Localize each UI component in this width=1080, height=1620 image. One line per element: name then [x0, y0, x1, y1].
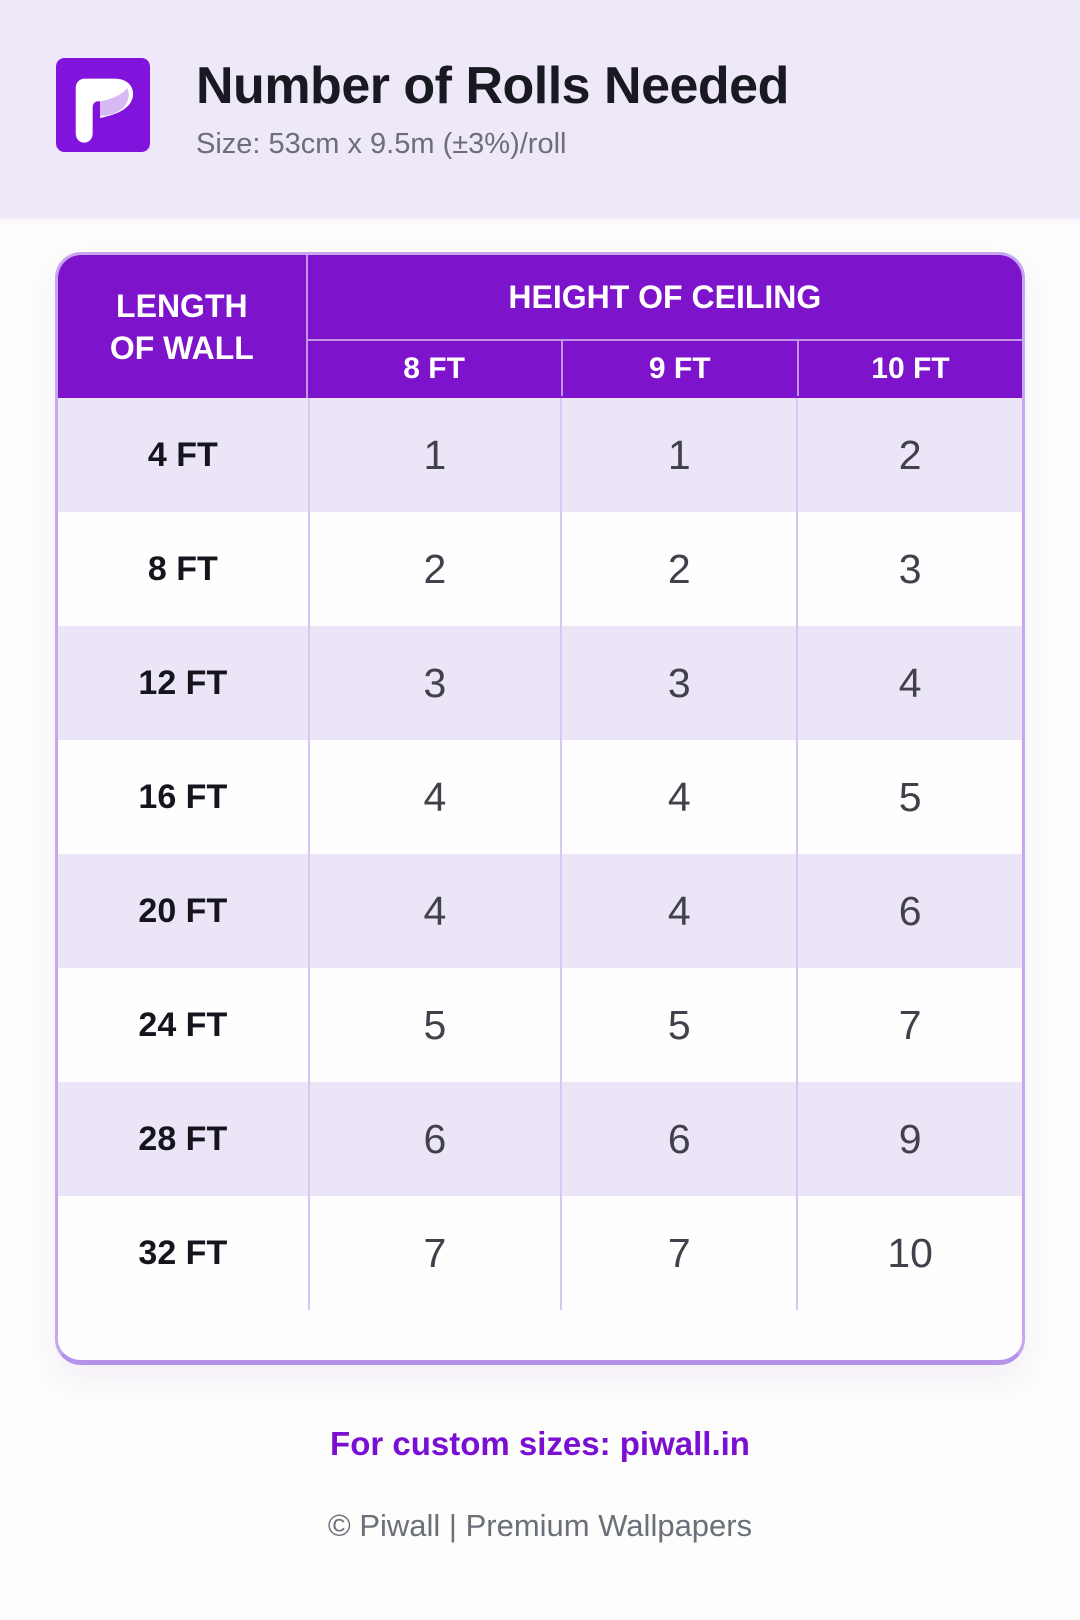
roll-count-cell: 6: [307, 1082, 561, 1196]
wall-length-label: 4 FT: [147, 435, 218, 474]
roll-count-cell: 3: [796, 512, 1022, 626]
height-of-ceiling-header: HEIGHT OF CEILING: [307, 255, 1022, 341]
roll-count-cell: 5: [307, 968, 561, 1082]
table-header: LENGTH OF WALL HEIGHT OF CEILING 8 FT 9 …: [58, 255, 1022, 398]
piwall-logo-icon: [56, 58, 150, 152]
roll-count-cell: 5: [796, 740, 1022, 854]
roll-size-subtitle: Size: 53cm x 9.5m (±3%)/roll: [196, 128, 567, 160]
wall-length-label: 28 FT: [138, 1119, 228, 1158]
col-header-8ft: 8 FT: [403, 351, 465, 385]
table-body: 4 FT 1 1 2 8 FT 2 2 3 12 FT 3 3 4 16 FT 4 4 5 20 FT 4 4 6 24…: [58, 398, 1022, 1310]
roll-count-cell: 10: [796, 1196, 1022, 1310]
header-band: [0, 0, 1080, 224]
roll-count-cell: 3: [560, 626, 796, 740]
wall-length-label: 12 FT: [138, 663, 228, 702]
wall-length-label: 8 FT: [147, 549, 218, 588]
roll-count-cell: 3: [307, 626, 561, 740]
ceiling-height-column-group: HEIGHT OF CEILING 8 FT 9 FT 10 FT: [307, 255, 1022, 398]
roll-count-cell: 4: [560, 854, 796, 968]
col-header-10ft: 10 FT: [796, 341, 1022, 396]
roll-count-cell: 2: [560, 512, 796, 626]
custom-sizes-link[interactable]: For custom sizes: piwall.in: [330, 1425, 750, 1462]
table-row: 8 FT 2 2 3: [58, 512, 1022, 626]
roll-count-cell: 6: [560, 1082, 796, 1196]
table-row: 28 FT 6 6 9: [58, 1082, 1022, 1196]
rolls-needed-table: LENGTH OF WALL HEIGHT OF CEILING 8 FT 9 …: [55, 252, 1025, 1365]
roll-count-cell: 4: [307, 740, 561, 854]
roll-count-cell: 7: [796, 968, 1022, 1082]
page-header: Number of Rolls Needed Size: 53cm x 9.5m…: [56, 57, 789, 160]
copyright-text: © Piwall | Premium Wallpapers: [327, 1508, 753, 1543]
roll-count-cell: 4: [307, 854, 561, 968]
roll-count-cell: 1: [307, 398, 561, 512]
roll-count-cell: 2: [307, 512, 561, 626]
col-header-9ft: 9 FT: [560, 341, 797, 396]
table-row: 20 FT 4 4 6: [58, 854, 1022, 968]
ceiling-height-subheaders: 8 FT 9 FT 10 FT: [308, 341, 1022, 396]
page-title: Number of Rolls Needed: [196, 57, 789, 115]
table-row: 12 FT 3 3 4: [58, 626, 1022, 740]
table-row: 4 FT 1 1 2: [58, 398, 1022, 512]
table-row: 32 FT 7 7 10: [58, 1196, 1022, 1310]
roll-count-cell: 9: [796, 1082, 1022, 1196]
roll-count-cell: 6: [796, 854, 1022, 968]
roll-count-cell: 7: [560, 1196, 796, 1310]
roll-count-cell: 2: [796, 398, 1022, 512]
wall-length-label: 24 FT: [138, 1005, 228, 1044]
wall-length-label: 32 FT: [138, 1233, 228, 1272]
table-row: 16 FT 4 4 5: [58, 740, 1022, 854]
roll-count-cell: 4: [796, 626, 1022, 740]
length-of-wall-header: LENGTH OF WALL: [58, 255, 308, 398]
page-footer: For custom sizes: piwall.in © Piwall | P…: [0, 1425, 1080, 1544]
table-bottom-padding: [58, 1310, 1022, 1360]
roll-count-cell: 7: [307, 1196, 561, 1310]
roll-count-cell: 1: [560, 398, 796, 512]
wall-length-label: 20 FT: [138, 891, 228, 930]
roll-count-cell: 4: [560, 740, 796, 854]
table-row: 24 FT 5 5 7: [58, 968, 1022, 1082]
roll-count-cell: 5: [560, 968, 796, 1082]
wall-length-label: 16 FT: [138, 777, 228, 816]
